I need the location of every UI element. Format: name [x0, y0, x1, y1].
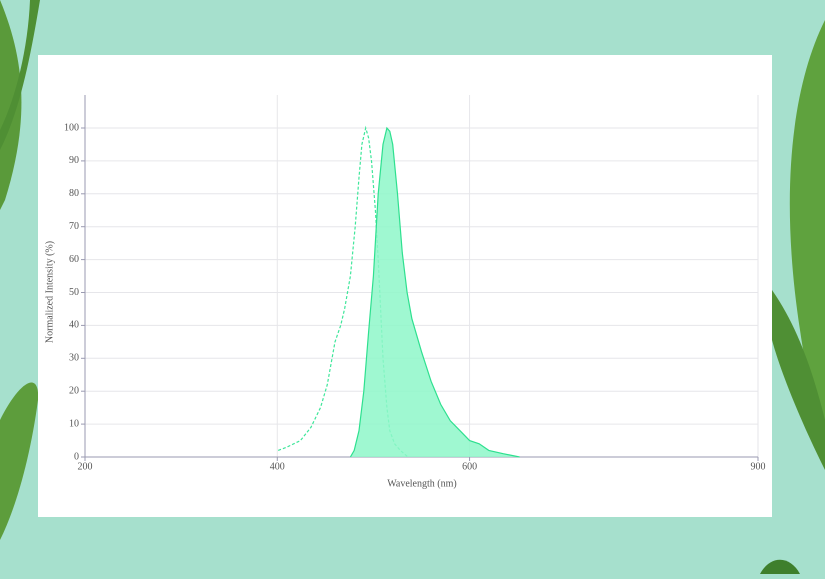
y-tick-label: 0	[74, 451, 79, 462]
x-axis-label: Wavelength (nm)	[387, 478, 456, 489]
leaf	[0, 0, 40, 150]
y-tick-label: 40	[69, 320, 79, 331]
y-tick-label: 30	[69, 353, 79, 364]
y-tick-label: 70	[69, 221, 79, 232]
leaf	[760, 559, 800, 574]
series-line	[349, 126, 520, 458]
x-tick-label: 900	[751, 461, 766, 472]
y-axis-label: Normalized Intensity (%)	[44, 241, 55, 343]
x-tick-label: 400	[270, 461, 285, 472]
plot: 0 10 20 30 40 50 60 70 80 90 100 200 400 600 900	[64, 95, 766, 472]
y-tick-label: 10	[69, 418, 79, 429]
y-tick-label: 60	[69, 254, 79, 265]
leaf	[0, 382, 39, 540]
y-tick-label: 80	[69, 188, 79, 199]
y-tick-label: 100	[64, 122, 79, 133]
x-tick-label: 200	[78, 461, 93, 472]
y-tick-label: 90	[69, 155, 79, 166]
y-tick-label: 50	[69, 287, 79, 298]
y-tick-label: 20	[69, 385, 79, 396]
leaf	[789, 20, 825, 460]
area	[350, 128, 520, 457]
leaf	[772, 290, 825, 470]
x-tick-label: 600	[462, 461, 477, 472]
